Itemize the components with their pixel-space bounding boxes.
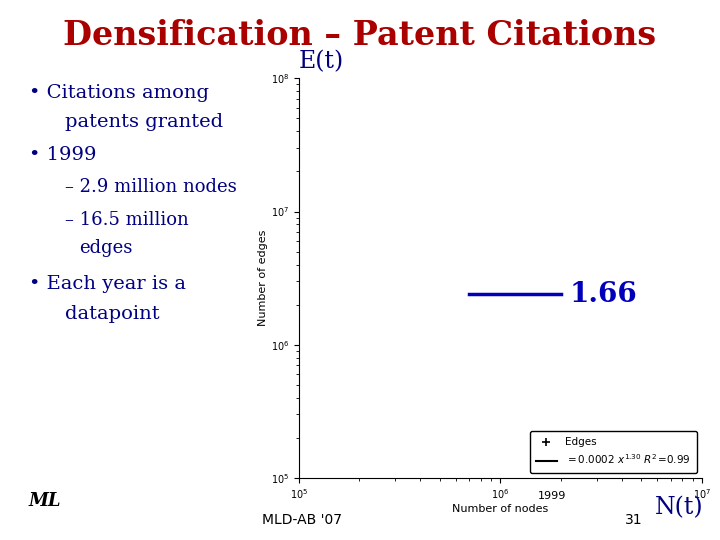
Legend: Edges, $= 0.0002\ x^{1.30}\ R^2\!=\!0.99$: Edges, $= 0.0002\ x^{1.30}\ R^2\!=\!0.99… [530, 431, 697, 472]
Text: MLD-AB '07: MLD-AB '07 [262, 512, 343, 526]
Text: 31: 31 [625, 512, 642, 526]
Text: • Each year is a: • Each year is a [29, 275, 186, 293]
X-axis label: Number of nodes: Number of nodes [452, 504, 549, 514]
Text: patents granted: patents granted [65, 113, 223, 131]
Text: N(t): N(t) [655, 496, 704, 519]
Text: – 16.5 million: – 16.5 million [65, 211, 189, 228]
Y-axis label: Number of edges: Number of edges [258, 230, 268, 326]
Text: 1.66: 1.66 [570, 281, 637, 308]
Text: ML: ML [29, 492, 61, 510]
Text: 1999: 1999 [538, 491, 566, 501]
Text: Densification – Patent Citations: Densification – Patent Citations [63, 19, 657, 52]
Text: edges: edges [79, 239, 132, 256]
Text: – 2.9 million nodes: – 2.9 million nodes [65, 178, 237, 196]
Text: datapoint: datapoint [65, 305, 159, 323]
Text: • 1999: • 1999 [29, 146, 96, 164]
Text: • Citations among: • Citations among [29, 84, 209, 102]
Text: E(t): E(t) [299, 50, 344, 73]
